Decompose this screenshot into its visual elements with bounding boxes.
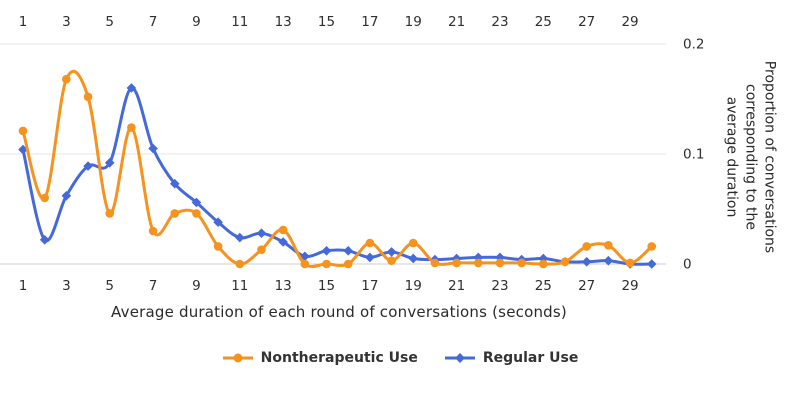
- svg-text:13: 13: [275, 14, 292, 30]
- svg-text:0.2: 0.2: [683, 37, 704, 53]
- y-axis-title-line: average duration: [723, 96, 740, 218]
- svg-text:15: 15: [318, 14, 335, 30]
- svg-text:7: 7: [149, 14, 158, 30]
- svg-text:11: 11: [231, 14, 248, 30]
- svg-text:19: 19: [405, 278, 422, 294]
- chart-legend: Nontherapeutic Use Regular Use: [0, 350, 800, 366]
- svg-text:9: 9: [192, 14, 201, 30]
- legend-label: Regular Use: [482, 350, 579, 366]
- svg-text:21: 21: [448, 278, 465, 294]
- svg-text:5: 5: [105, 278, 114, 294]
- svg-text:0: 0: [683, 257, 692, 273]
- svg-text:3: 3: [62, 278, 71, 294]
- svg-text:21: 21: [448, 14, 465, 30]
- svg-text:19: 19: [405, 14, 422, 30]
- y-axis-title-line: Proportion of conversations: [761, 60, 778, 254]
- svg-text:15: 15: [318, 278, 335, 294]
- x-axis-title: Average duration of each round of conver…: [111, 303, 567, 321]
- svg-text:7: 7: [149, 278, 158, 294]
- y-axis-title: Proportion of conversations correspondin…: [722, 34, 779, 280]
- svg-text:17: 17: [361, 14, 378, 30]
- svg-text:1: 1: [19, 14, 28, 30]
- svg-text:13: 13: [275, 278, 292, 294]
- svg-text:0.1: 0.1: [683, 147, 704, 163]
- legend-label: Nontherapeutic Use: [260, 350, 418, 366]
- svg-text:3: 3: [62, 14, 71, 30]
- y-axis-title-line: corresponding to the: [742, 84, 759, 230]
- legend-marker-nontherapeutic-icon: [222, 353, 253, 363]
- svg-text:29: 29: [621, 14, 638, 30]
- svg-text:27: 27: [578, 14, 595, 30]
- svg-text:25: 25: [535, 278, 552, 294]
- svg-text:25: 25: [535, 14, 552, 30]
- legend-marker-regular-icon: [444, 353, 475, 363]
- legend-item-nontherapeutic: Nontherapeutic Use: [222, 350, 418, 366]
- svg-text:5: 5: [105, 14, 114, 30]
- legend-item-regular: Regular Use: [444, 350, 578, 366]
- svg-text:27: 27: [578, 278, 595, 294]
- svg-text:11: 11: [231, 278, 248, 294]
- svg-text:29: 29: [621, 278, 638, 294]
- svg-text:17: 17: [361, 278, 378, 294]
- svg-text:23: 23: [491, 278, 508, 294]
- svg-text:23: 23: [491, 14, 508, 30]
- svg-text:9: 9: [192, 278, 201, 294]
- svg-text:1: 1: [19, 278, 28, 294]
